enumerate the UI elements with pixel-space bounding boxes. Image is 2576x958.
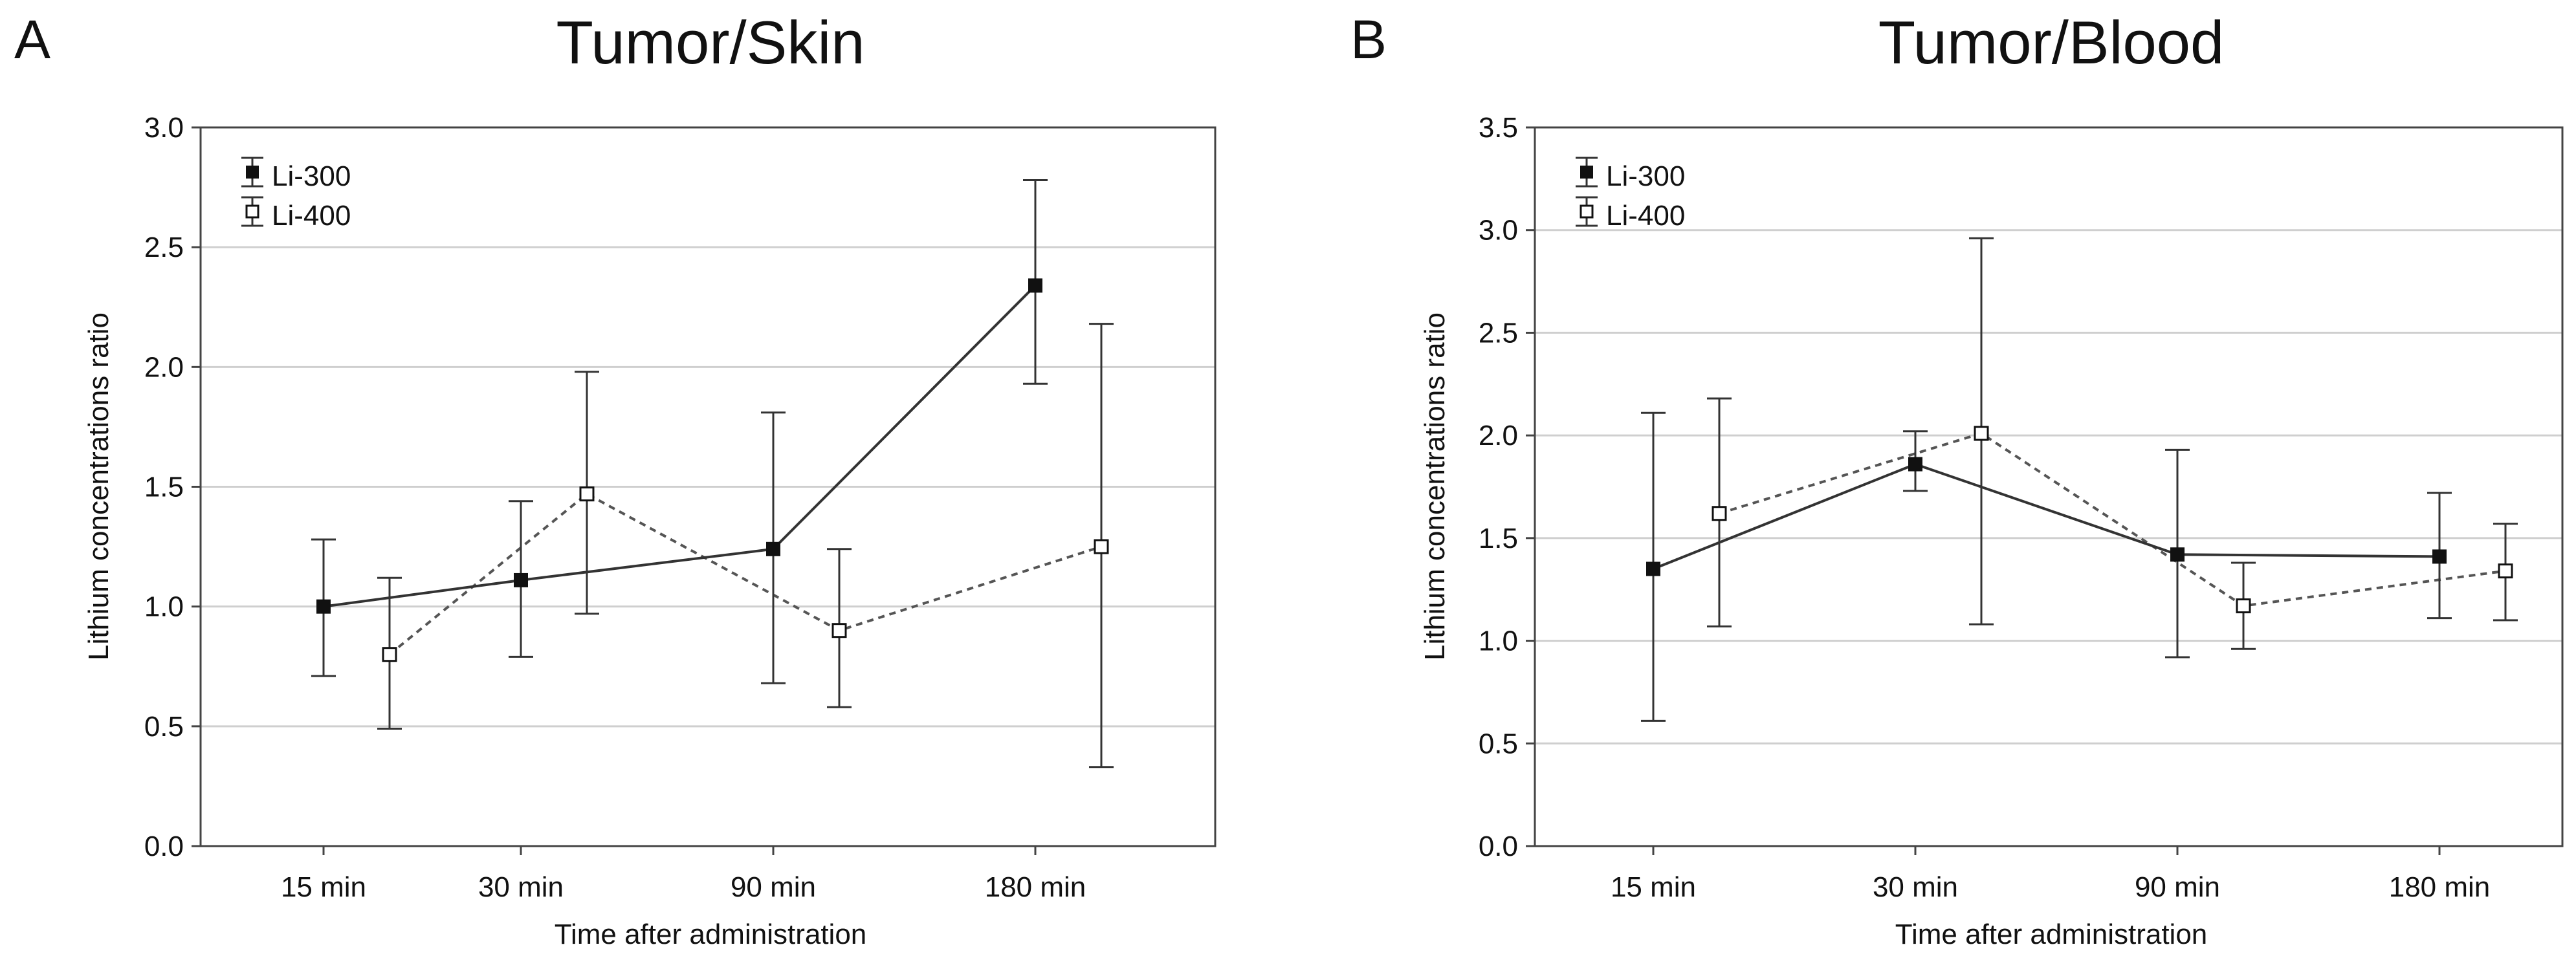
gridlines-a [201, 246, 1215, 728]
y-tick-label: 1.5 [1479, 523, 1518, 554]
data-point-li-400 [2498, 563, 2513, 579]
panel-letter-a: A [14, 9, 50, 70]
y-axis-a: 0.0 0.5 1.0 1.5 2.0 2.5 3.0 [144, 112, 201, 862]
y-tick-label: 3.0 [1479, 215, 1518, 246]
panel-letter-b: B [1350, 9, 1387, 70]
data-point-li-300 [2170, 547, 2185, 562]
legend-symbol-li-400 [241, 196, 263, 227]
data-point-li-400 [1094, 539, 1109, 554]
y-tick-label: 0.5 [1479, 728, 1518, 759]
legend-label-li-400: Li-400 [272, 200, 351, 232]
panel-b: B Tumor/Blood 0.0 0.5 1.0 1.5 2.0 2.5 3.0 3.5 1… [1350, 8, 2564, 950]
series-line-li-400 [388, 492, 1102, 656]
y-tick-label: 2.5 [144, 232, 184, 263]
y-tick-label: 1.5 [144, 472, 184, 503]
legend-symbol-li-400 [1576, 196, 1598, 227]
data-point-li-400 [382, 647, 397, 662]
y-tick-label: 3.5 [1479, 112, 1518, 144]
gridlines-b [1535, 229, 2562, 745]
data-point-li-300 [766, 541, 780, 556]
data-point-li-300 [1908, 457, 1922, 472]
series-layer-a [311, 179, 1114, 768]
plot-frame-b [1534, 126, 2564, 847]
x-axis-a: 15 min 30 min 90 min 180 min [281, 846, 1086, 903]
legend-b: Li-300 Li-400 [1576, 157, 1685, 232]
data-point-li-400 [831, 623, 847, 638]
x-tick-label: 30 min [478, 871, 564, 903]
data-point-li-400 [1712, 506, 1727, 521]
series-line-li-300 [1653, 463, 2440, 571]
series-line-li-300 [323, 285, 1037, 608]
x-axis-label-b: Time after administration [1895, 919, 2208, 950]
y-tick-label: 2.0 [144, 351, 184, 383]
data-point-li-300 [1028, 278, 1042, 293]
y-axis-b: 0.0 0.5 1.0 1.5 2.0 2.5 3.0 3.5 [1479, 112, 1535, 862]
panel-a: A Tumor/Skin 0.0 0.5 1.0 1.5 2.0 2.5 3.0 15 mi… [14, 8, 1216, 950]
data-point-li-400 [579, 486, 595, 502]
x-tick-label: 180 min [2389, 871, 2491, 903]
data-point-li-400 [2236, 598, 2251, 614]
legend-label-li-400: Li-400 [1606, 200, 1685, 232]
y-tick-label: 1.0 [144, 591, 184, 623]
x-tick-label: 30 min [1873, 871, 1958, 903]
y-tick-label: 0.0 [144, 831, 184, 862]
data-point-li-300 [316, 599, 331, 614]
chart-title-b: Tumor/Blood [1878, 8, 2225, 76]
y-axis-label-a: Lithium concentrations ratio [83, 312, 115, 660]
legend-a: Li-300 Li-400 [241, 157, 351, 232]
x-tick-label: 15 min [281, 871, 366, 903]
series-line-li-400 [1719, 431, 2506, 607]
x-axis-label-a: Time after administration [555, 919, 867, 950]
data-point-li-300 [2432, 549, 2447, 564]
x-axis-b: 15 min 30 min 90 min 180 min [1611, 846, 2490, 903]
legend-label-li-300: Li-300 [1606, 160, 1685, 192]
y-tick-label: 2.5 [1479, 317, 1518, 349]
y-tick-label: 0.0 [1479, 831, 1518, 862]
legend-symbol-li-300 [1576, 157, 1598, 188]
data-point-li-400 [1974, 426, 1989, 441]
x-tick-label: 15 min [1611, 871, 1696, 903]
legend-label-li-300: Li-300 [272, 160, 351, 192]
y-tick-label: 3.0 [144, 112, 184, 144]
y-axis-label-b: Lithium concentrations ratio [1419, 312, 1451, 660]
y-tick-label: 1.0 [1479, 626, 1518, 657]
y-tick-label: 0.5 [144, 711, 184, 743]
x-tick-label: 180 min [985, 871, 1086, 903]
x-tick-label: 90 min [2135, 871, 2220, 903]
series-layer-b [1641, 237, 2518, 722]
data-point-li-300 [1646, 561, 1660, 576]
x-tick-label: 90 min [731, 871, 816, 903]
y-tick-label: 2.0 [1479, 420, 1518, 452]
chart-title-a: Tumor/Skin [556, 8, 864, 76]
legend-symbol-li-300 [241, 157, 263, 188]
data-point-li-300 [514, 572, 528, 587]
